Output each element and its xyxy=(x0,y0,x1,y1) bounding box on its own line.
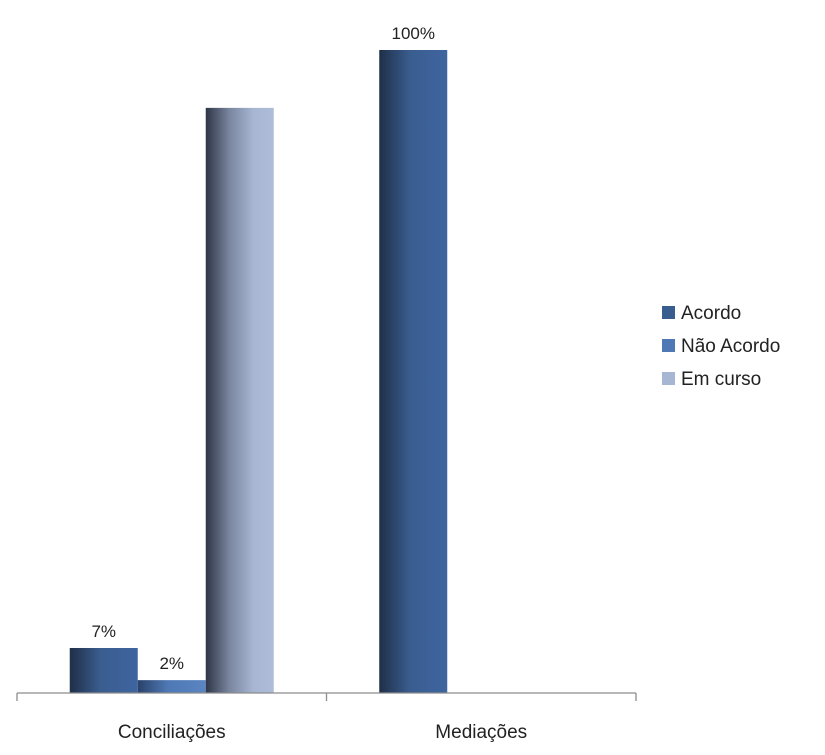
bar-0-2 xyxy=(205,107,274,694)
data-labels-group: 7% 2% 100% xyxy=(91,24,435,673)
legend-swatch xyxy=(662,372,675,385)
bars-group xyxy=(69,50,448,694)
legend-label: Em curso xyxy=(681,369,761,390)
bar-1-0 xyxy=(379,50,448,693)
x-tick-label: Mediações xyxy=(435,722,527,743)
bar-0-1 xyxy=(137,680,206,693)
legend-label: Acordo xyxy=(681,303,741,324)
data-label: 7% xyxy=(91,622,116,641)
x-tick-labels: Conciliações Mediações xyxy=(118,722,527,743)
legend-swatch xyxy=(662,339,675,352)
data-label: 100% xyxy=(392,24,435,43)
x-axis xyxy=(16,692,637,701)
legend-label: Não Acordo xyxy=(681,336,780,357)
bar-0-0 xyxy=(69,647,138,693)
data-label: 2% xyxy=(159,654,184,673)
legend-swatch xyxy=(662,306,675,319)
legend: Acordo Não Acordo Em curso xyxy=(662,303,780,390)
x-tick-label: Conciliações xyxy=(118,722,226,743)
